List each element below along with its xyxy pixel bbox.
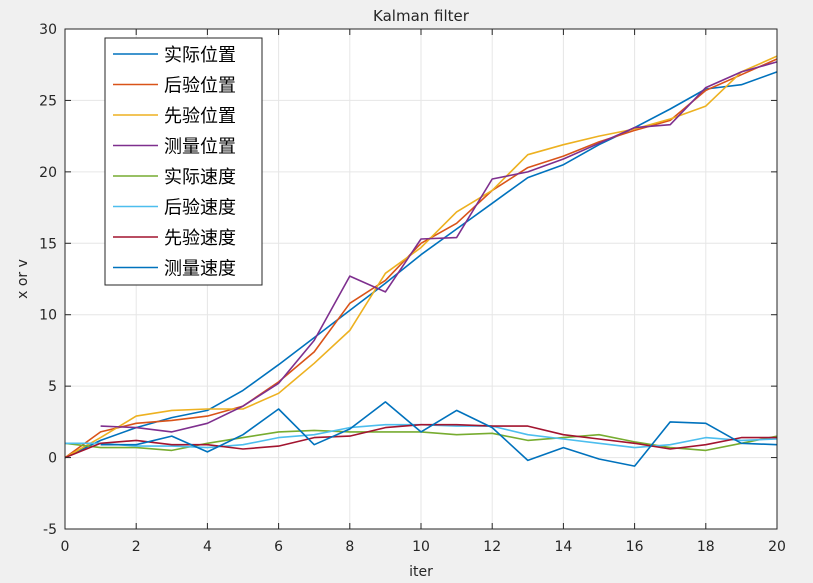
y-tick-label: -5 (43, 522, 57, 538)
legend-label-8: 测量速度 (164, 259, 236, 280)
chart-title: Kalman filter (373, 7, 470, 25)
y-tick-label: 5 (48, 379, 57, 395)
x-tick-label: 0 (61, 539, 70, 555)
legend-label-7: 先验速度 (164, 228, 236, 249)
series-line-8 (100, 401, 778, 467)
x-tick-label: 12 (483, 539, 501, 555)
x-tick-label: 18 (697, 539, 715, 555)
legend-label-1: 实际位置 (164, 45, 236, 66)
legend-label-3: 先验位置 (164, 106, 236, 127)
series-line-1 (64, 71, 778, 459)
series-lines (64, 55, 778, 467)
series-line-4 (100, 61, 778, 433)
legend-label-4: 测量位置 (164, 137, 236, 158)
x-tick-label: 16 (626, 539, 644, 555)
series-line-3 (64, 55, 778, 459)
legend-label-2: 后验位置 (164, 76, 236, 97)
legend-label-6: 后验速度 (164, 198, 236, 219)
y-tick-label: 30 (39, 22, 57, 38)
x-tick-label: 14 (554, 539, 572, 555)
x-tick-label: 10 (412, 539, 430, 555)
x-axis-label: iter (409, 564, 433, 580)
series-line-2 (64, 58, 778, 459)
x-tick-label: 4 (203, 539, 212, 555)
x-tick-label: 20 (768, 539, 786, 555)
legend-label-5: 实际速度 (164, 167, 236, 188)
y-tick-label: 25 (39, 93, 57, 109)
y-tick-label: 15 (39, 236, 57, 252)
series-line-7 (64, 423, 777, 459)
y-tick-label: 0 (48, 451, 57, 467)
y-tick-label: 10 (39, 308, 57, 324)
legend-box (104, 37, 263, 286)
x-tick-label: 8 (345, 539, 354, 555)
y-axis-label: x or v (15, 259, 31, 299)
y-tick-label: 20 (39, 165, 57, 181)
x-tick-label: 2 (132, 539, 141, 555)
x-tick-label: 6 (274, 539, 283, 555)
